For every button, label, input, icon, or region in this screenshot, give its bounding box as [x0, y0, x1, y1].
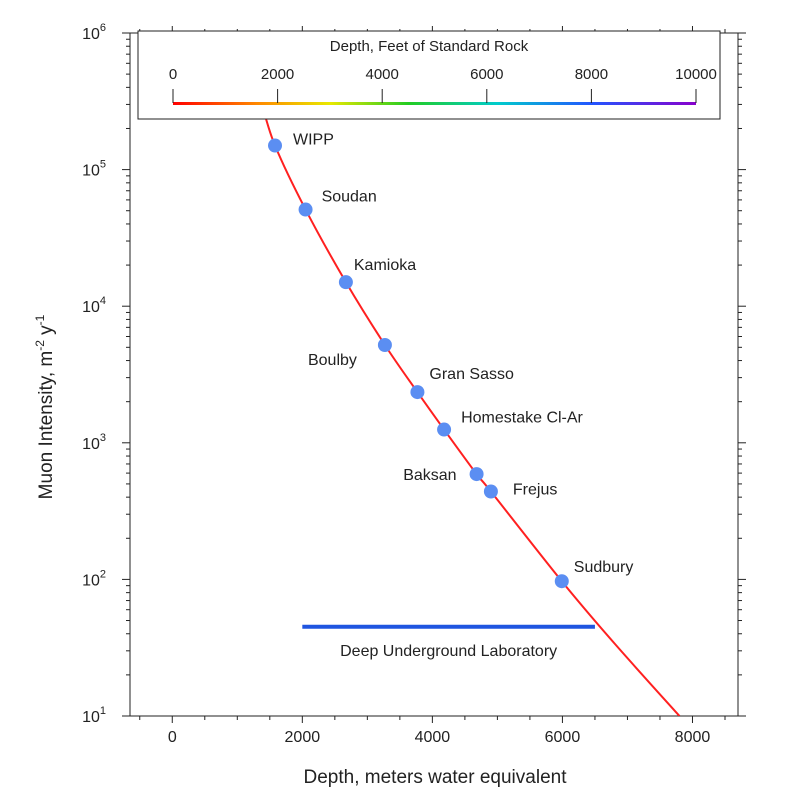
data-point — [377, 337, 392, 352]
y-tick-label: 103 — [82, 432, 106, 453]
x-tick-label: 6000 — [545, 729, 581, 746]
colorbar-tick-label: 0 — [169, 66, 177, 83]
y-axis-title-base: Muon Intensity, m — [36, 351, 57, 500]
data-point — [298, 202, 313, 217]
colorbar-tick-label: 4000 — [366, 66, 399, 83]
range-bar-label: Deep Underground Laboratory — [340, 643, 557, 660]
x-axis-title: Depth, meters water equivalent — [304, 767, 568, 788]
point-label: Soudan — [322, 189, 377, 206]
point-label: Gran Sasso — [429, 366, 514, 383]
point-label: WIPP — [293, 132, 334, 149]
point-label: Homestake Cl-Ar — [461, 410, 583, 427]
y-tick-label: 106 — [82, 22, 106, 43]
data-point — [338, 275, 353, 290]
point-label: Frejus — [513, 482, 557, 499]
x-tick-label: 8000 — [675, 729, 711, 746]
colorbar-gradient — [173, 102, 696, 105]
data-point — [437, 422, 452, 437]
x-tick-label: 0 — [168, 729, 177, 746]
point-label: Kamioka — [354, 257, 416, 274]
x-tick-label: 2000 — [285, 729, 321, 746]
plot-area: 0 2000 4000 6000 8000 101 102 103 104 105 106 Deep … — [82, 22, 746, 746]
y-tick-label: 101 — [82, 705, 106, 726]
y-axis-title-mid: y — [36, 325, 57, 340]
data-point — [554, 574, 569, 589]
svg-text:Muon Intensity, m-2 y-1: Muon Intensity, m-2 y-1 — [33, 314, 57, 499]
y-axis-title-exp2: -1 — [33, 314, 47, 325]
point-label: Sudbury — [574, 559, 634, 576]
y-tick-label: 102 — [82, 568, 106, 589]
point-label: Baksan — [403, 467, 456, 484]
data-point — [410, 385, 425, 400]
y-axis-title: Muon Intensity, m-2 y-1 — [33, 314, 57, 499]
y-axis-title-exp1: -2 — [33, 340, 47, 351]
colorbar-tick-label: 10000 — [675, 66, 717, 83]
colorbar-tick-label: 8000 — [575, 66, 608, 83]
colorbar-tick-label: 6000 — [470, 66, 503, 83]
colorbar-title: Depth, Feet of Standard Rock — [330, 38, 529, 55]
colorbar-tick-label: 2000 — [261, 66, 294, 83]
data-point — [483, 484, 498, 499]
y-tick-label: 105 — [82, 159, 106, 180]
y-tick-label: 104 — [82, 295, 106, 316]
data-point — [268, 138, 283, 153]
x-tick-label: 4000 — [415, 729, 451, 746]
data-point — [469, 467, 484, 482]
point-label: Boulby — [308, 352, 357, 369]
